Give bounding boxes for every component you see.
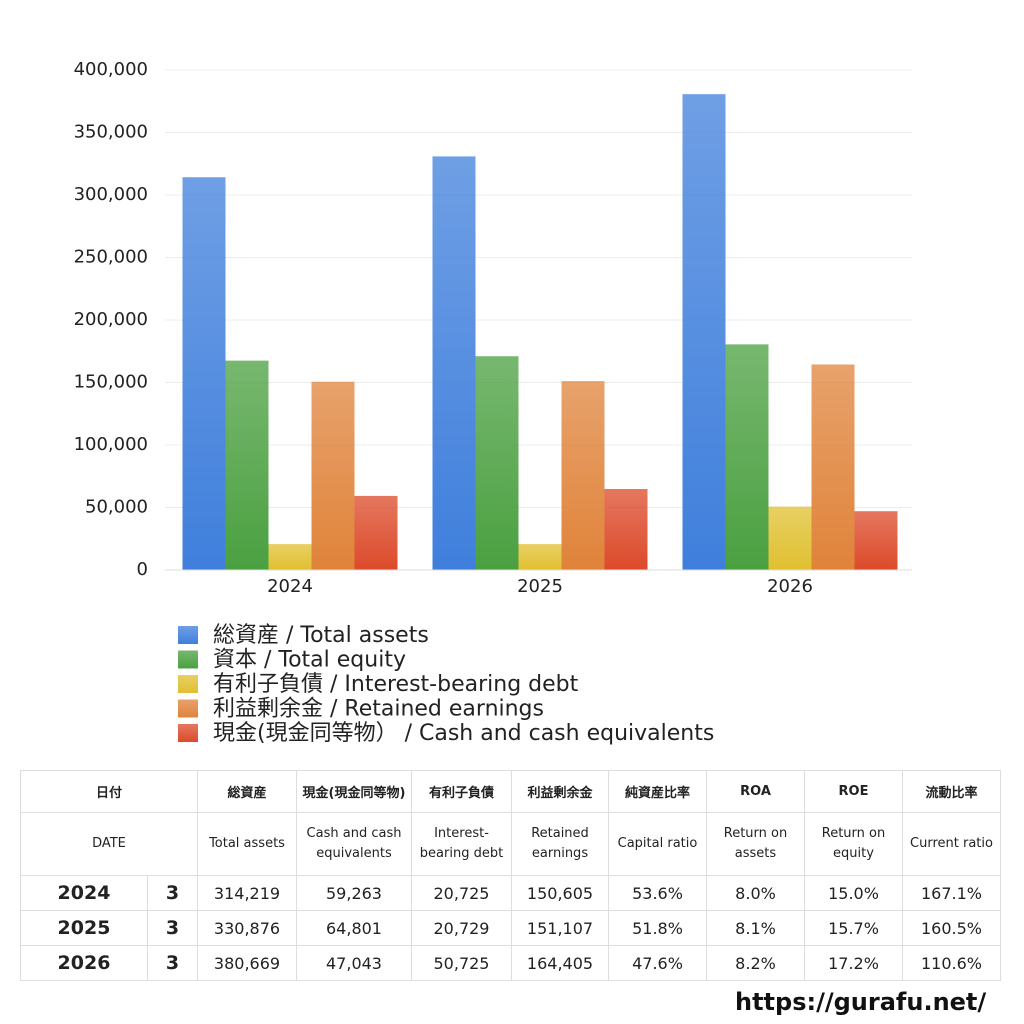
- header-cell: ROA: [706, 770, 805, 813]
- header-cell: 有利子負債: [411, 770, 512, 813]
- bar: [268, 544, 312, 570]
- table-cell: 150,605: [511, 875, 609, 911]
- y-tick-label: 300,000: [74, 184, 148, 205]
- table-row: 日付 総資産 現金(現金同等物) 有利子負債 利益剰余金 純資産比率 ROA ROE 流動比率: [20, 770, 1001, 813]
- table-row: 2024 3 314,219 59,263 20,725 150,605 53.6% 8.0%…: [20, 875, 1001, 911]
- header-cell: 日付: [20, 770, 198, 813]
- table-cell: 47,043: [296, 945, 412, 981]
- table-cell: 20,725: [411, 875, 512, 911]
- table-cell: 64,801: [296, 910, 412, 946]
- header-cell: Retained earnings: [511, 812, 609, 876]
- table-row: 2025 3 330,876 64,801 20,729 151,107 51.8% 8.1%…: [20, 910, 1001, 946]
- header-cell: Cash and cash equivalents: [296, 812, 412, 876]
- bar: [854, 511, 898, 570]
- bar: [811, 364, 855, 570]
- table-cell: 3: [147, 875, 198, 911]
- table-cell: 2026: [20, 945, 148, 981]
- legend-label: 有利子負債 / Interest-bearing debt: [213, 672, 579, 697]
- header-cell: 総資産: [197, 770, 297, 813]
- y-tick-label: 0: [137, 559, 148, 580]
- table-row: 2026 3 380,669 47,043 50,725 164,405 47.6% 8.2%…: [20, 945, 1001, 981]
- bar: [561, 381, 605, 570]
- x-tick-label: 2025: [517, 576, 563, 597]
- header-cell: Interest-bearing debt: [411, 812, 512, 876]
- table-cell: 59,263: [296, 875, 412, 911]
- bar: [604, 488, 648, 570]
- table-cell: 15.7%: [804, 910, 903, 946]
- table-cell: 17.2%: [804, 945, 903, 981]
- bar: [725, 344, 769, 570]
- bar: [182, 177, 226, 570]
- x-tick-label: 2026: [767, 576, 813, 597]
- table-cell: 330,876: [197, 910, 297, 946]
- table-cell: 8.2%: [706, 945, 805, 981]
- table-row: DATE Total assets Cash and cash equivalent…: [20, 812, 1001, 876]
- bar: [682, 94, 726, 570]
- header-cell: Current ratio: [902, 812, 1001, 876]
- table-cell: 167.1%: [902, 875, 1001, 911]
- table-cell: 3: [147, 945, 198, 981]
- header-cell: 純資産比率: [608, 770, 707, 813]
- table-cell: 47.6%: [608, 945, 707, 981]
- header-cell: DATE: [20, 812, 198, 876]
- legend-label: 資本 / Total equity: [213, 648, 406, 673]
- header-cell: Total assets: [197, 812, 297, 876]
- legend-swatch: [178, 699, 198, 718]
- y-tick-label: 100,000: [74, 434, 148, 455]
- legend-swatch: [178, 724, 198, 742]
- legend-label: 利益剰余金 / Retained earnings: [213, 697, 544, 722]
- legend-label: 現金(現金同等物） / Cash and cash equivalents: [213, 721, 714, 746]
- table-cell: 53.6%: [608, 875, 707, 911]
- table-cell: 8.0%: [706, 875, 805, 911]
- table-cell: 2024: [20, 875, 148, 911]
- bar: [225, 360, 269, 570]
- chart: 0 50,000 100,000 150,000 200,000 250,000 300,0…: [74, 59, 912, 746]
- y-tick-label: 350,000: [74, 122, 148, 143]
- legend-swatch: [178, 675, 198, 693]
- bar: [768, 506, 812, 570]
- table-cell: 151,107: [511, 910, 609, 946]
- y-tick-label: 400,000: [74, 59, 148, 80]
- x-tick-label: 2024: [267, 576, 313, 597]
- y-tick-label: 50,000: [85, 497, 148, 518]
- bar: [475, 356, 519, 570]
- table-cell: 51.8%: [608, 910, 707, 946]
- table-cell: 164,405: [511, 945, 609, 981]
- legend-label: 総資産 / Total assets: [213, 623, 429, 648]
- header-cell: 現金(現金同等物): [296, 770, 412, 813]
- data-table: 日付 総資産 現金(現金同等物) 有利子負債 利益剰余金 純資産比率 ROA ROE 流動比率 D…: [20, 770, 1001, 981]
- footer-url: https://gurafu.net/: [735, 988, 987, 1016]
- y-tick-label: 250,000: [74, 247, 148, 268]
- table-cell: 3: [147, 910, 198, 946]
- legend-swatch: [178, 626, 198, 644]
- bar: [311, 381, 355, 570]
- bar: [432, 156, 476, 570]
- y-tick-label: 200,000: [74, 309, 148, 330]
- header-cell: ROE: [804, 770, 903, 813]
- legend-swatch: [178, 650, 198, 669]
- table-cell: 15.0%: [804, 875, 903, 911]
- y-tick-label: 150,000: [74, 372, 148, 393]
- table-cell: 8.1%: [706, 910, 805, 946]
- header-cell: Capital ratio: [608, 812, 707, 876]
- table-cell: 380,669: [197, 945, 297, 981]
- header-cell: Return on equity: [804, 812, 903, 876]
- table-cell: 20,729: [411, 910, 512, 946]
- bar: [518, 544, 562, 570]
- bar: [354, 495, 398, 570]
- table-cell: 2025: [20, 910, 148, 946]
- header-cell: 利益剰余金: [511, 770, 609, 813]
- table-cell: 50,725: [411, 945, 512, 981]
- table-cell: 160.5%: [902, 910, 1001, 946]
- table-cell: 110.6%: [902, 945, 1001, 981]
- header-cell: Return on assets: [706, 812, 805, 876]
- header-cell: 流動比率: [902, 770, 1001, 813]
- table-cell: 314,219: [197, 875, 297, 911]
